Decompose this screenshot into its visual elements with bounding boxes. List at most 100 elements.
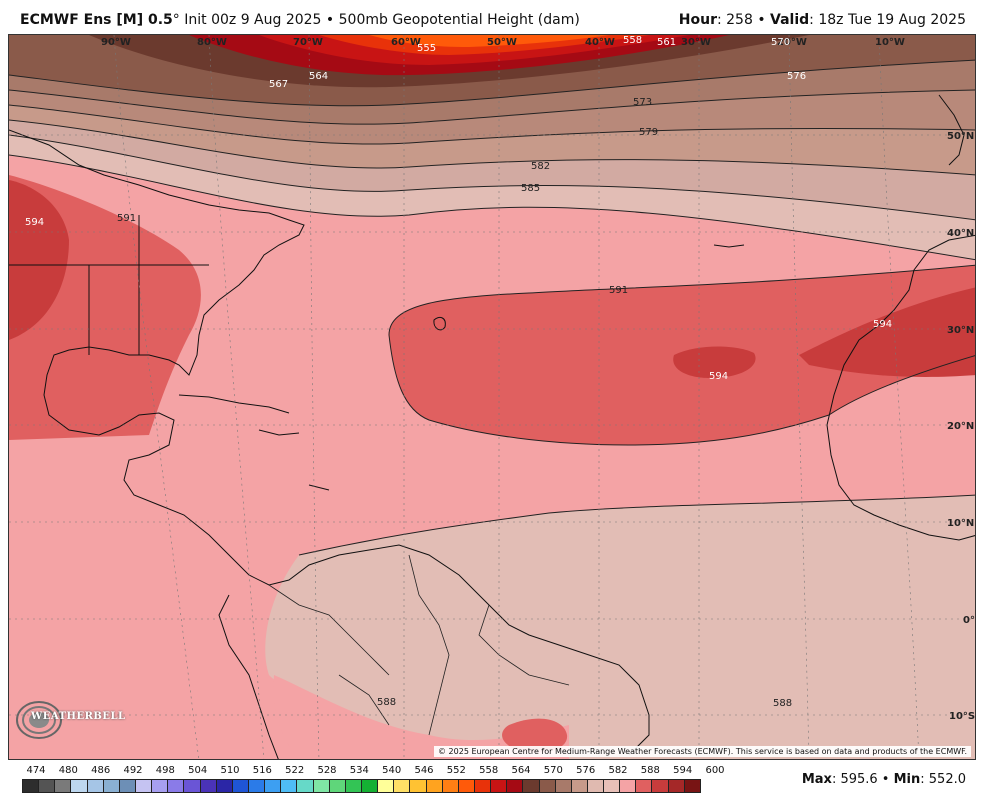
- colorbar-swatch: [668, 780, 685, 792]
- colorbar-swatch: [361, 780, 379, 792]
- min-label: Min: [893, 772, 921, 787]
- colorbar-label: 528: [317, 765, 337, 776]
- band-south-585-588: [265, 495, 975, 759]
- colorbar-swatch: [394, 780, 411, 792]
- lat-label-30n: 30°N: [947, 325, 974, 336]
- band-555-558: [369, 35, 609, 47]
- latitude-labels: 50°N 40°N 30°N 20°N 10°N 0° 10°S: [947, 131, 975, 722]
- colorbar-swatch: [23, 780, 40, 792]
- hour-value: : 258 •: [716, 12, 771, 28]
- colorbar-swatch: [458, 780, 475, 792]
- colorbar-swatch: [378, 780, 395, 792]
- colorbar-strip: [22, 779, 701, 793]
- contour-label-588-south: 588: [377, 697, 396, 708]
- lobe-south-591: [502, 718, 568, 753]
- colorbar-swatch: [587, 780, 605, 792]
- longitude-labels: 90°W 80°W 70°W 60°W 50°W 40°W 30°W 20°W …: [101, 37, 905, 48]
- colorbar-label: 600: [705, 765, 725, 776]
- colorbar-swatch: [604, 780, 621, 792]
- lon-label-40w: 40°W: [585, 37, 615, 48]
- max-label: Max: [801, 772, 832, 787]
- lat-label-10s: 10°S: [949, 711, 975, 722]
- lon-label-80w: 80°W: [197, 37, 227, 48]
- contour-label-594-us: 594: [25, 217, 44, 228]
- colorbar-label: 570: [543, 765, 563, 776]
- graticule: [9, 35, 975, 759]
- colorbar-swatch: [555, 780, 572, 792]
- contour-label-594-africa: 594: [873, 319, 892, 330]
- colorbar-label: 546: [414, 765, 434, 776]
- lat-label-50n: 50°N: [947, 131, 974, 142]
- colorbar-swatch: [426, 780, 443, 792]
- copyright-notice: © 2025 European Centre for Medium-Range …: [434, 746, 971, 757]
- hour-label: Hour: [678, 12, 717, 28]
- contour-label-570: 570: [771, 37, 790, 48]
- contour-label-558: 558: [623, 35, 642, 46]
- contour-label-579: 579: [639, 127, 658, 138]
- weatherbell-logo: WEATHERBELL: [13, 697, 125, 743]
- lon-label-90w: 90°W: [101, 37, 131, 48]
- colorbar-legend: 474 480 486 492 498 504 510 516 522 528 534 540 546 5…: [22, 763, 725, 803]
- max-value: : 595.6 •: [831, 772, 894, 787]
- colorbar-swatch: [265, 780, 282, 792]
- colorbar-label: 492: [123, 765, 143, 776]
- map-panel[interactable]: 90°W 80°W 70°W 60°W 50°W 40°W 30°W 20°W …: [8, 34, 976, 760]
- colorbar-swatch: [652, 780, 669, 792]
- colorbar-label: 516: [252, 765, 272, 776]
- colorbar-swatch: [184, 780, 201, 792]
- colorbar-swatch: [152, 780, 169, 792]
- colorbar-label: 594: [673, 765, 693, 776]
- lobe-south-588: [273, 675, 569, 759]
- colorbar-swatch: [168, 780, 185, 792]
- lat-label-0: 0°: [963, 615, 975, 626]
- pocket-594-africa: [799, 287, 975, 377]
- lat-label-20n: 20°N: [947, 421, 974, 432]
- colorbar-swatch: [103, 780, 120, 792]
- lat-label-40n: 40°N: [947, 228, 974, 239]
- colorbar-swatch: [620, 780, 637, 792]
- lon-label-10w: 10°W: [875, 37, 905, 48]
- lon-label-20w: 20°W: [777, 37, 807, 48]
- colorbar-swatch: [248, 780, 266, 792]
- contour-value-labels: 555 558 561 564 567 570 573 576 579 582 …: [25, 35, 892, 709]
- colorbar-swatch: [200, 780, 217, 792]
- colorbar-label: 588: [640, 765, 660, 776]
- colorbar-swatch: [232, 780, 249, 792]
- contour-label-591-atlantic: 591: [609, 285, 628, 296]
- valid-info: Hour: 258 • Valid: 18z Tue 19 Aug 2025: [679, 12, 966, 28]
- lon-label-70w: 70°W: [293, 37, 323, 48]
- colorbar-label: 522: [285, 765, 305, 776]
- lon-label-60w: 60°W: [391, 37, 421, 48]
- colorbar-swatch: [71, 780, 88, 792]
- max-min-readout: Max: 595.6 • Min: 552.0: [802, 772, 966, 787]
- lon-label-50w: 50°W: [487, 37, 517, 48]
- colorbar-swatch: [345, 780, 362, 792]
- contour-label-585: 585: [521, 183, 540, 194]
- pocket-594-us: [9, 180, 69, 340]
- colorbar-label: 552: [446, 765, 466, 776]
- colorbar-label: 576: [576, 765, 596, 776]
- geopotential-height-map[interactable]: 90°W 80°W 70°W 60°W 50°W 40°W 30°W 20°W …: [9, 35, 976, 760]
- contour-label-561: 561: [657, 37, 676, 48]
- contour-lines: [9, 59, 975, 556]
- contour-label-576: 576: [787, 71, 806, 82]
- contour-label-555: 555: [417, 43, 436, 54]
- colorbar-swatch: [523, 780, 540, 792]
- logo-text: WEATHERBELL: [31, 711, 126, 722]
- colorbar-swatch: [119, 780, 136, 792]
- colorbar-label: 534: [349, 765, 369, 776]
- colorbar-label: 540: [382, 765, 402, 776]
- colorbar-label: 474: [26, 765, 46, 776]
- map-title: ECMWF Ens [M] 0.5° Init 00z 9 Aug 2025 •…: [20, 12, 580, 28]
- colorbar-swatch: [474, 780, 492, 792]
- valid-label: Valid: [770, 12, 810, 28]
- colorbar-swatch: [410, 780, 427, 792]
- colorbar-swatch: [491, 780, 508, 792]
- colorbar-label: 504: [188, 765, 208, 776]
- logo-swirl-icon: [16, 701, 62, 739]
- colorbar-swatch: [442, 780, 459, 792]
- colorbar-label: 582: [608, 765, 628, 776]
- contour-label-573: 573: [633, 97, 652, 108]
- contour-label-588-east: 588: [773, 698, 792, 709]
- model-name: ECMWF Ens [M] 0.5: [20, 12, 173, 28]
